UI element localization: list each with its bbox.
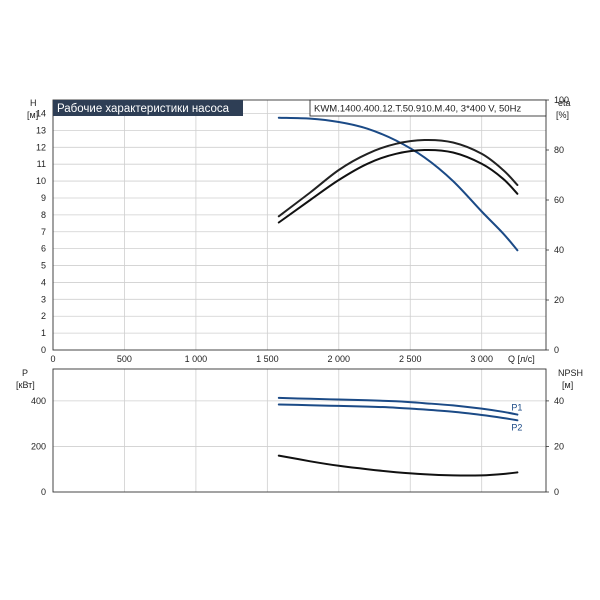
series-line-12 xyxy=(277,454,519,477)
y-tick-label-head: 3 xyxy=(41,294,46,304)
y2-tick-label-eta: 100 xyxy=(554,95,569,105)
y-tick-label-head: 4 xyxy=(41,277,46,287)
series-line-11 xyxy=(277,403,519,422)
x-tick-label: 500 xyxy=(117,354,132,364)
x-tick-label: 2 000 xyxy=(328,354,351,364)
bottom-plot-grid xyxy=(52,369,546,492)
y-axis-label-head: H xyxy=(30,98,37,108)
x-tick-label: 2 500 xyxy=(399,354,422,364)
y2-axis-unit-eta: [%] xyxy=(556,110,569,120)
y2-tick-label-eta: 0 xyxy=(554,345,559,355)
series-label-p2: P2 xyxy=(511,422,522,432)
y2-tick-label-npsh: 40 xyxy=(554,396,564,406)
y-tick-label-head: 6 xyxy=(41,244,46,254)
bottom-plot-curves: P1 P2 xyxy=(277,396,522,477)
x-tick-label: 3 000 xyxy=(470,354,493,364)
chart-title: Рабочие характеристики насоса xyxy=(57,103,230,115)
series-line-1 xyxy=(277,138,519,218)
y-tick-label-power: 0 xyxy=(41,487,46,497)
series-line-10 xyxy=(277,396,519,416)
y-tick-label-head: 13 xyxy=(36,125,46,135)
x-tick-label: 0 xyxy=(50,354,55,364)
y2-tick-label-eta: 80 xyxy=(554,145,564,155)
y-tick-label-head: 7 xyxy=(41,227,46,237)
bottom-plot-frame xyxy=(52,368,547,493)
y2-axis-unit-npsh: [м] xyxy=(562,380,573,390)
x-tick-label: 1 500 xyxy=(256,354,279,364)
y-tick-label-head: 2 xyxy=(41,311,46,321)
title-box xyxy=(53,100,243,116)
y2-tick-label-eta: 40 xyxy=(554,245,564,255)
y-axis-label-power: P xyxy=(22,368,28,378)
top-plot-grid xyxy=(52,100,546,350)
y2-tick-label-npsh: 20 xyxy=(554,441,564,451)
model-box xyxy=(309,99,547,117)
y-tick-label-head: 8 xyxy=(41,210,46,220)
y-tick-label-head: 11 xyxy=(37,159,46,169)
tick-labels: 0 500 1 000 1 500 2 000 2 500 3 00001234567891… xyxy=(31,95,569,497)
y-axis-unit-power: [кВт] xyxy=(16,380,35,390)
series-label-p1: P1 xyxy=(511,403,522,413)
y-tick-label-head: 0 xyxy=(41,345,46,355)
top-plot-curves xyxy=(277,116,519,252)
y-tick-label-power: 200 xyxy=(31,441,46,451)
y2-axis-label-eta: eta xyxy=(558,98,571,108)
y-tick-label-head: 12 xyxy=(36,142,46,152)
y-tick-label-head: 1 xyxy=(41,328,46,338)
model-label: KWM.1400.400.12.T.50.910.M.40, 3*400 V, … xyxy=(314,104,521,115)
x-axis-label: Q [л/с] xyxy=(508,354,535,364)
y2-tick-label-npsh: 0 xyxy=(554,487,559,497)
y-tick-label-head: 5 xyxy=(41,261,46,271)
y-axis-unit-head: [м] xyxy=(27,110,38,120)
series-line-2 xyxy=(277,148,519,224)
y2-tick-label-eta: 20 xyxy=(554,295,564,305)
y2-tick-label-eta: 60 xyxy=(554,195,564,205)
y-tick-label-head: 9 xyxy=(41,193,46,203)
series-line-0 xyxy=(277,116,519,252)
y-tick-label-head: 14 xyxy=(36,109,46,119)
y-tick-label-power: 400 xyxy=(31,396,46,406)
y2-axis-label-npsh: NPSH xyxy=(558,368,583,378)
x-tick-label: 1 000 xyxy=(185,354,208,364)
y-tick-label-head: 10 xyxy=(36,176,46,186)
top-plot-frame xyxy=(52,99,547,351)
